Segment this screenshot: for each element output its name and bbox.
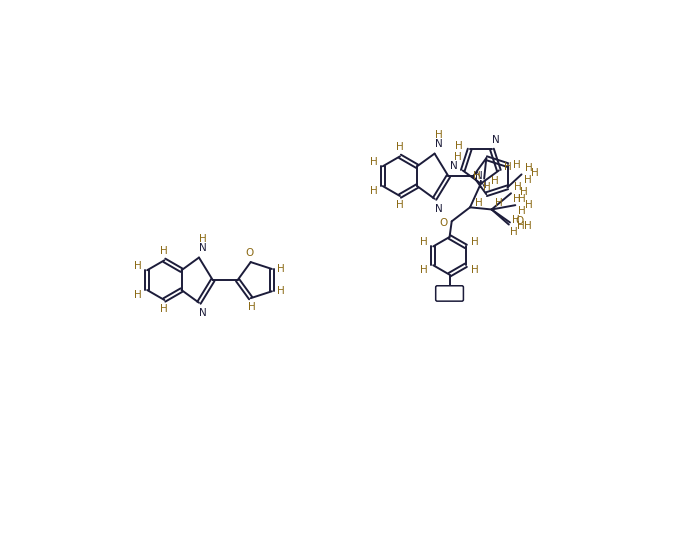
Text: H: H [504,162,512,172]
Text: O: O [515,216,524,226]
Text: H: H [199,234,207,244]
Text: H: H [248,302,256,312]
Text: H: H [512,215,520,225]
Text: H: H [472,172,481,182]
Text: H: H [369,157,378,167]
Text: H: H [134,261,142,271]
Text: H: H [518,206,526,216]
Text: H: H [455,141,463,151]
Text: H: H [277,286,285,296]
Text: H: H [475,198,483,208]
Text: H: H [396,142,404,152]
Text: N: N [199,242,207,252]
Text: H: H [524,200,532,210]
Text: H: H [369,185,378,196]
Text: H: H [524,163,532,173]
Text: H: H [435,130,442,140]
Text: H: H [277,264,285,274]
Text: H: H [495,198,503,208]
Text: N: N [492,135,499,145]
Text: H: H [518,194,526,204]
Text: N: N [435,139,442,149]
Text: H: H [160,246,168,256]
Text: N: N [199,307,207,317]
Text: H: H [524,221,532,231]
Text: H: H [134,290,142,300]
Text: H: H [396,201,404,210]
Text: H: H [513,194,521,204]
Text: H: H [471,265,479,275]
Text: H: H [420,265,428,275]
Text: H: H [531,168,538,178]
Text: H: H [524,175,532,185]
Text: H: H [483,182,491,192]
Text: N: N [479,180,487,190]
Text: H: H [160,304,168,314]
Text: H: H [491,176,499,186]
Text: Ans: Ans [439,289,460,299]
Text: N: N [435,204,442,214]
Text: H: H [454,153,462,163]
Text: H: H [513,160,521,170]
Text: H: H [518,221,525,231]
Text: H: H [509,227,518,237]
Text: N: N [476,171,483,181]
FancyBboxPatch shape [435,286,464,301]
Text: H: H [420,237,428,247]
Text: H: H [520,187,528,197]
Text: H: H [514,182,522,192]
Text: H: H [471,237,479,247]
Text: N: N [450,161,458,171]
Text: O: O [439,218,448,228]
Text: O: O [245,248,253,258]
